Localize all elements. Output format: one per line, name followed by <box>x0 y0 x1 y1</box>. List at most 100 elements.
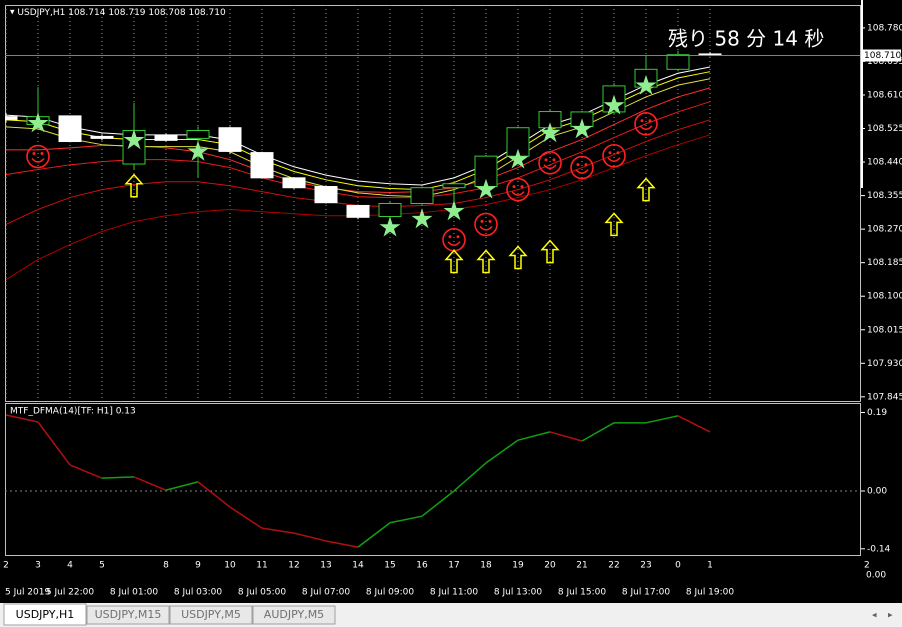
smiley-mouth <box>575 169 589 174</box>
corner-label: 2 <box>864 561 870 571</box>
smiley-eye <box>456 235 460 239</box>
x-tick-label: 23 <box>640 561 651 571</box>
date-label: 8 Jul 05:00 <box>238 588 287 598</box>
y-tick-label: 0.00 <box>867 486 887 496</box>
symbol: USDJPY,H1 <box>17 8 65 18</box>
smiley-eye <box>616 151 620 155</box>
indicator-segment <box>133 476 167 491</box>
star-marker <box>187 140 209 161</box>
indicator-panel-border <box>5 403 861 556</box>
arrow-marker <box>444 249 464 274</box>
candle-body <box>282 177 306 189</box>
indicator-segment <box>5 414 39 423</box>
tab[interactable] <box>252 605 336 625</box>
y-tick-label: 108.100 <box>867 292 902 302</box>
smiley-eye <box>584 163 588 167</box>
smiley-eye <box>512 185 516 189</box>
tab[interactable] <box>3 603 87 626</box>
smiley-eye <box>640 119 644 123</box>
date-label: 8 Jul 07:00 <box>302 588 351 598</box>
candle-body <box>250 152 274 179</box>
smiley-eye <box>40 152 44 156</box>
date-label: 8 Jul 03:00 <box>174 588 223 598</box>
star-marker <box>475 178 497 199</box>
smiley-marker <box>634 111 658 136</box>
x-tick-label: 10 <box>224 561 236 571</box>
indicator-segment <box>645 415 679 424</box>
x-tick-label: 5 <box>99 561 105 571</box>
last-price-label: 108.710 <box>864 51 901 61</box>
star-marker <box>603 94 625 115</box>
x-tick-label: 14 <box>352 561 364 571</box>
last-price-box <box>861 49 901 62</box>
scroll-left[interactable]: ◂ <box>872 611 877 621</box>
x-tick-label: 22 <box>608 561 619 571</box>
date-label: 8 Jul 17:00 <box>622 588 671 598</box>
smiley-face <box>634 111 658 136</box>
x-tick-label: 3 <box>35 561 41 571</box>
x-tick-label: 8 <box>163 561 169 571</box>
x-tick-label: 16 <box>416 561 428 571</box>
tab-label[interactable]: USDJPY,H1 <box>16 608 75 621</box>
tab-label[interactable]: USDJPY,M15 <box>95 608 162 621</box>
candle-body <box>218 127 242 152</box>
y-tick-label: -0.14 <box>867 544 891 554</box>
x-tick-label: 15 <box>384 561 395 571</box>
smiley-mouth <box>31 158 45 163</box>
y-tick-label: 108.695 <box>867 57 902 67</box>
smiley-eye <box>608 151 612 155</box>
candle-body <box>314 186 338 204</box>
y-tick-label: 108.780 <box>867 23 902 33</box>
candle-body <box>346 204 370 218</box>
star-marker <box>443 200 465 221</box>
y-tick-label: 108.355 <box>867 191 902 201</box>
indicator-segment <box>69 464 103 479</box>
axes: 108.780 108.695 108.610 108.525 108.440 108.3… <box>3 23 902 597</box>
smiley-mouth <box>447 241 461 247</box>
indicator-title: MTF_DFMA(14)[TF: H1] 0.13 <box>10 407 136 417</box>
star-marker <box>27 112 49 133</box>
x-tick-label: 21 <box>576 561 587 571</box>
date-label: 8 Jul 09:00 <box>366 588 415 598</box>
star-marker <box>507 148 529 169</box>
star-marker <box>539 122 561 143</box>
candle-body <box>154 134 178 141</box>
smiley-face <box>474 212 498 237</box>
y-tick-label: 108.610 <box>867 90 902 100</box>
y-tick-label: 108.185 <box>867 258 902 268</box>
indicator-segment <box>549 431 583 442</box>
tab[interactable] <box>169 605 253 625</box>
symbol-header: ▾ USDJPY,H1 108.714 108.719 108.708 108.… <box>10 8 226 18</box>
smiley-marker <box>506 177 530 202</box>
smiley-eye <box>488 219 492 223</box>
tab-label[interactable]: AUDJPY,M5 <box>264 608 324 621</box>
countdown: 残り 58 分 14 秒 <box>668 27 824 51</box>
scroll-right[interactable]: ▸ <box>888 611 893 621</box>
tab[interactable] <box>86 605 170 625</box>
smiley-mouth <box>479 225 493 231</box>
smiley-eye <box>480 219 484 223</box>
arrow-marker <box>508 245 528 270</box>
x-tick-label: 2 <box>3 561 9 571</box>
smiley-marker <box>570 155 594 180</box>
indicator-segment <box>293 532 327 542</box>
date-label: 8 Jul 13:00 <box>494 588 543 598</box>
tab-label[interactable]: USDJPY,M5 <box>181 608 241 621</box>
smiley-marker <box>602 143 626 168</box>
indicator-segment <box>517 431 551 441</box>
x-tick-label: 18 <box>480 561 492 571</box>
smiley-eye <box>32 152 36 156</box>
smiley-face <box>26 144 50 169</box>
indicator-segment <box>229 506 263 529</box>
indicator-segment <box>325 540 359 548</box>
arrow-marker <box>476 249 496 274</box>
y-tick-label: 107.930 <box>867 359 902 369</box>
date-label: 8 Jul 19:00 <box>686 588 735 598</box>
star-marker <box>379 216 401 237</box>
indicator-segment <box>197 481 231 508</box>
smiley-face <box>506 177 530 202</box>
candle-body <box>442 183 466 189</box>
smiley-eye <box>576 163 580 167</box>
indicator-segment <box>101 476 135 479</box>
indicator-segment <box>357 522 391 548</box>
